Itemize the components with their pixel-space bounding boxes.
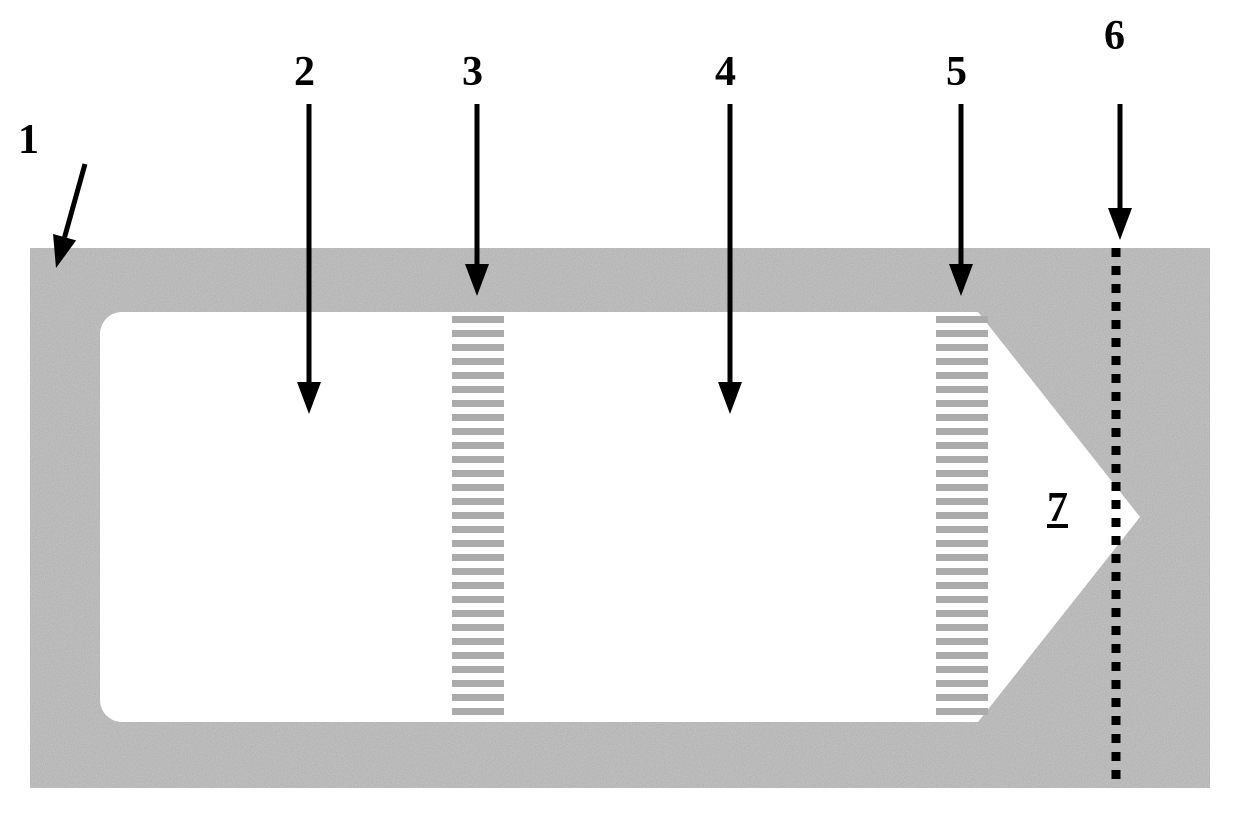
dotted-segment — [1112, 356, 1121, 365]
dotted-segment — [1112, 410, 1121, 419]
dotted-segment — [1112, 536, 1121, 545]
label-2: 2 — [294, 48, 315, 96]
dotted-segment — [1112, 446, 1121, 455]
label-4: 4 — [715, 48, 736, 96]
dotted-segment — [1112, 302, 1121, 311]
label-7: 7 — [1047, 484, 1068, 532]
dotted-segment — [1112, 464, 1121, 473]
dotted-segment — [1112, 590, 1121, 599]
dotted-segment — [1112, 608, 1121, 617]
grille-5 — [936, 316, 988, 715]
device-body — [30, 248, 1210, 828]
label-5: 5 — [946, 48, 967, 96]
diagram-stage: 1 2 3 4 5 6 7 — [0, 0, 1240, 828]
dotted-segment — [1112, 518, 1121, 527]
dotted-segment — [1112, 320, 1121, 329]
dotted-segment — [1112, 392, 1121, 401]
dotted-segment — [1112, 644, 1121, 653]
dotted-segment — [1112, 716, 1121, 725]
dotted-segment — [1112, 752, 1121, 761]
label-3: 3 — [462, 48, 483, 96]
grille-3 — [452, 316, 504, 715]
dotted-segment — [1112, 824, 1121, 828]
dotted-segment — [1112, 572, 1121, 581]
dotted-segment — [1112, 806, 1121, 815]
dotted-segment — [1112, 374, 1121, 383]
label-1: 1 — [18, 116, 39, 164]
dotted-segment — [1112, 680, 1121, 689]
dotted-segment — [1112, 500, 1121, 509]
dotted-segment — [1112, 662, 1121, 671]
dotted-segment — [1112, 734, 1121, 743]
dotted-segment — [1112, 482, 1121, 491]
dotted-segment — [1112, 284, 1121, 293]
dotted-segment — [1112, 266, 1121, 275]
dotted-segment — [1112, 554, 1121, 563]
dotted-segment — [1112, 770, 1121, 779]
dotted-segment — [1112, 626, 1121, 635]
dotted-segment — [1112, 248, 1121, 257]
dotted-segment — [1112, 428, 1121, 437]
label-6: 6 — [1104, 12, 1125, 60]
dotted-segment — [1112, 788, 1121, 797]
dotted-segment — [1112, 338, 1121, 347]
cavity-main — [100, 312, 978, 722]
dotted-segment — [1112, 698, 1121, 707]
diagram-svg — [0, 0, 1240, 828]
